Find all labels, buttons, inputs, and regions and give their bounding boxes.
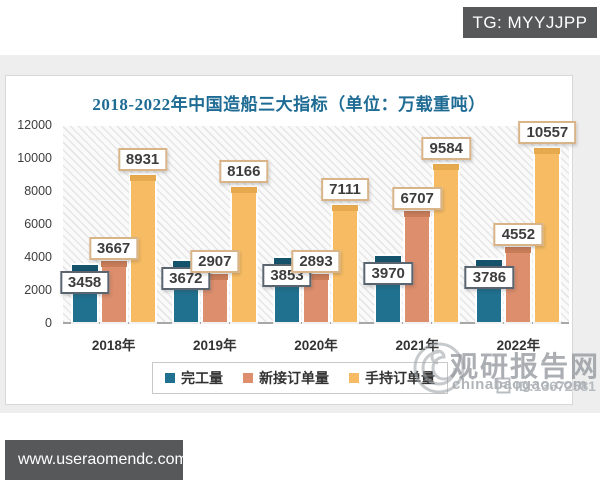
x-axis: 2018年 2019年 2020年 2021年 2022年 (63, 334, 569, 354)
x-category-label: 2021年 (395, 338, 439, 353)
legend-swatch-icon (243, 373, 253, 383)
chart-title: 2018-2022年中国造船三大指标（单位：万载重吨） (92, 95, 486, 114)
bar-top-cap (172, 261, 199, 267)
y-tick-label: 4000 (24, 250, 52, 264)
x-category-label: 2020年 (294, 338, 338, 353)
bar-新接订单量-2022年: 4552 (493, 223, 544, 324)
site-url-badge: www.useraomendc.com (5, 440, 188, 480)
x-category-label: 2019年 (193, 338, 237, 353)
bar-top-cap (505, 247, 532, 253)
legend: 完工量 新接订单量 手持订单量 (152, 362, 448, 394)
bar-top-cap (129, 175, 156, 181)
bar-value-label: 2907 (190, 250, 240, 273)
y-tick-label: 2000 (24, 283, 52, 297)
bar-value-label: 3458 (59, 271, 110, 294)
watermark-id-badge: ID:13672581 (496, 377, 596, 394)
bar-top-cap (274, 258, 300, 264)
watermark-brand-text: 观研报告网 (450, 351, 600, 382)
tg-contact-badge: TG: MYYJJPP (463, 7, 597, 38)
y-tick-label: 6000 (24, 217, 52, 231)
bar-top-cap (476, 260, 503, 266)
bar-value-label: 8166 (219, 160, 269, 183)
bar-value-label: 3786 (464, 266, 515, 289)
y-tick-label: 0 (45, 316, 52, 330)
bar-top-cap (100, 261, 127, 267)
x-category-label: 2018年 (91, 338, 136, 353)
bar-value-label: 9584 (421, 137, 471, 160)
id-document-icon (496, 377, 511, 394)
bar-group-2022年: 3786 4552 10557 (464, 121, 577, 324)
legend-item-完工量: 完工量 (165, 368, 223, 388)
bar-group-2020年: 3853 2893 7111 (262, 126, 369, 324)
x-category-label: 2022年 (496, 338, 541, 353)
bar-完工量-2018年: 3458 (59, 263, 110, 324)
y-tick-label: 12000 (17, 118, 52, 132)
legend-label: 手持订单量 (365, 370, 435, 386)
bar-top-cap (201, 274, 228, 280)
bar-完工量-2021年: 3970 (363, 254, 413, 324)
bar-top-cap (433, 164, 460, 170)
bar-手持订单量-2022年: 10557 (518, 121, 577, 324)
bar-value-label: 4552 (493, 223, 544, 246)
bar-top-cap (332, 205, 358, 211)
legend-swatch-icon (165, 373, 175, 383)
watermark-domain-text: chinabaogao.com (452, 376, 588, 393)
bar-value-label: 6707 (392, 187, 442, 210)
bar-group-2021年: 3970 6707 9584 (363, 126, 471, 324)
legend-swatch-icon (349, 373, 359, 383)
site-url-text: www.useraomendc.com (18, 451, 188, 468)
tg-contact-text: TG: MYYJJPP (472, 12, 588, 32)
y-axis: 0 2000 4000 6000 8000 10000 12000 (6, 118, 56, 330)
bar-value-label: 2893 (291, 250, 341, 273)
legend-item-新接订单量: 新接订单量 (243, 368, 329, 388)
watermark-swirl-logo-icon (413, 342, 465, 394)
bar-top-cap (230, 187, 257, 193)
bar-top-cap (303, 274, 329, 280)
bar-完工量-2022年: 3786 (464, 258, 515, 324)
bar-手持订单量-2020年: 7111 (321, 178, 369, 324)
watermark-id-text: ID:13672581 (515, 377, 596, 394)
bar-group-2018年: 3458 3667 8931 (59, 126, 168, 324)
bar-value-label: 3667 (88, 237, 139, 260)
bar-新接订单量-2019年: 2907 (190, 250, 240, 324)
legend-label: 新接订单量 (259, 370, 329, 386)
bar-新接订单量-2018年: 3667 (88, 237, 139, 324)
plot-area: 3458 3667 8931 3672 2907 8166 3853 2893 7111 3970… (59, 121, 577, 324)
bar-top-cap (534, 148, 561, 154)
bar-value-label: 10557 (518, 121, 577, 144)
plot-groups: 3458 3667 8931 3672 2907 8166 3853 2893 7111 3970… (59, 121, 577, 324)
bar-top-cap (404, 211, 431, 217)
legend-label: 完工量 (181, 370, 223, 386)
legend-item-手持订单量: 手持订单量 (349, 368, 435, 388)
chart-card: 2018-2022年中国造船三大指标（单位：万载重吨） 0 2000 4000 600… (5, 75, 577, 405)
y-tick-label: 10000 (17, 151, 52, 165)
bar-top-cap (71, 265, 98, 271)
bar-新接订单量-2020年: 2893 (291, 250, 341, 324)
bar-value-label: 3970 (363, 262, 413, 285)
bar-value-label: 7111 (321, 178, 369, 201)
bar-top-cap (375, 256, 402, 262)
bar-value-label: 8931 (117, 148, 168, 171)
bar-group-2019年: 3672 2907 8166 (161, 126, 269, 324)
y-tick-label: 8000 (24, 184, 52, 198)
